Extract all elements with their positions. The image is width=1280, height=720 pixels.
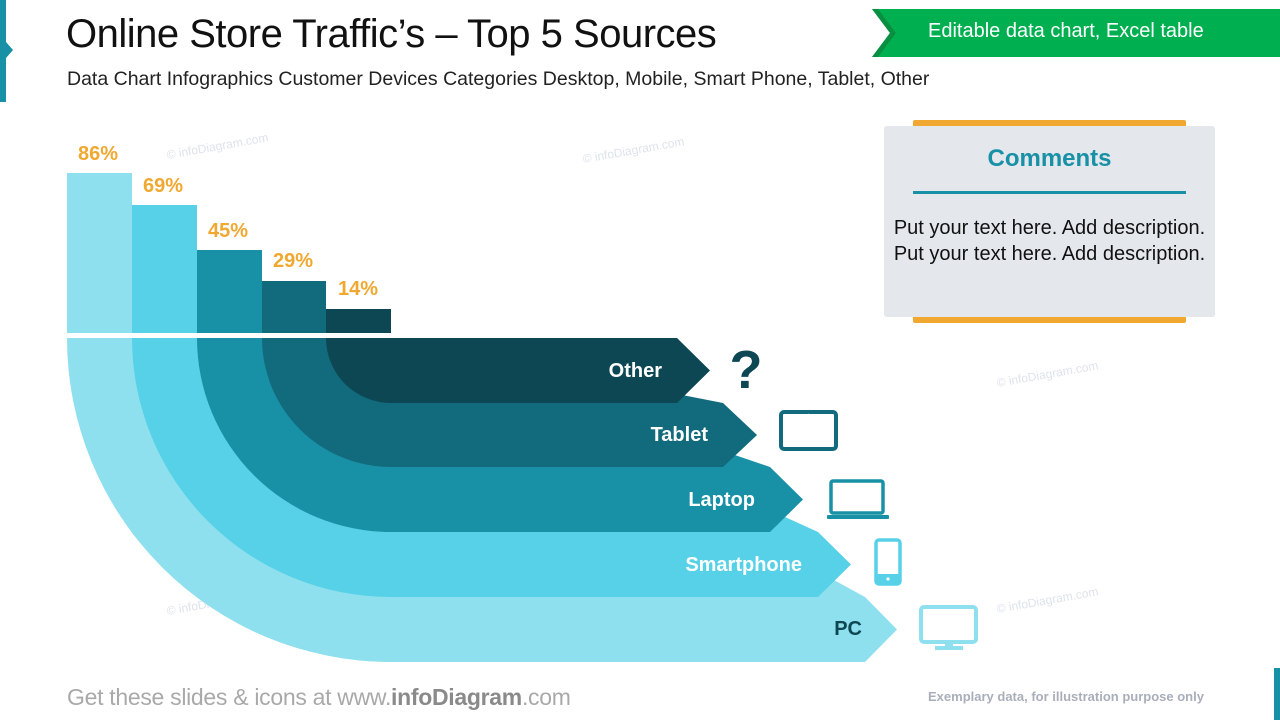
bar-other: [326, 309, 391, 333]
band-label-smartphone: Smartphone: [685, 554, 802, 576]
tablet-icon: [779, 410, 838, 451]
bar-tablet: [262, 281, 326, 333]
bar-pc: [67, 173, 132, 333]
bar-smartphone: [132, 205, 197, 333]
value-label-tablet: 29%: [273, 250, 314, 272]
smartphone-icon: [874, 538, 902, 586]
left-accent-bar: [0, 0, 6, 102]
comments-body[interactable]: Put your text here. Add description. Put…: [893, 217, 1206, 265]
footer-suffix: .com: [521, 684, 571, 710]
comments-divider: [913, 191, 1186, 194]
band-label-pc: PC: [834, 618, 862, 640]
band-other: [326, 338, 710, 403]
question-mark-icon: ?: [730, 340, 762, 392]
footer-disclaimer: Exemplary data, for illustration purpose…: [928, 689, 1204, 704]
badge-ribbon-shape: [872, 9, 1280, 57]
svg-text:?: ?: [730, 340, 762, 392]
band-label-other: Other: [608, 360, 662, 382]
laptop-icon: [827, 479, 889, 519]
monitor-icon: [919, 605, 978, 650]
value-label-smartphone: 69%: [143, 175, 184, 197]
value-label-pc: 86%: [78, 143, 119, 165]
band-label-tablet: Tablet: [650, 424, 708, 446]
page-subtitle: Data Chart Infographics Customer Devices…: [67, 68, 930, 90]
bar-laptop: [197, 250, 262, 333]
left-accent-arrow: [6, 42, 13, 58]
editable-chart-badge: Editable data chart, Excel table: [872, 9, 1280, 57]
comments-top-accent: [913, 120, 1186, 126]
badge-label: Editable data chart, Excel table: [928, 20, 1204, 42]
footer-prefix: Get these slides & icons at www.: [67, 684, 392, 710]
footer-promo: Get these slides & icons at www.infoDiag…: [67, 684, 571, 711]
band-label-laptop: Laptop: [688, 489, 755, 511]
comments-panel: Comments Put your text here. Add descrip…: [884, 126, 1215, 317]
footer-brand: infoDiagram: [391, 684, 522, 710]
comments-bottom-accent: [913, 317, 1186, 323]
page-title: Online Store Traffic’s – Top 5 Sources: [66, 12, 717, 56]
right-accent-bar: [1274, 668, 1280, 720]
value-label-other: 14%: [338, 278, 379, 300]
value-label-laptop: 45%: [208, 220, 249, 242]
comments-title: Comments: [987, 145, 1112, 172]
